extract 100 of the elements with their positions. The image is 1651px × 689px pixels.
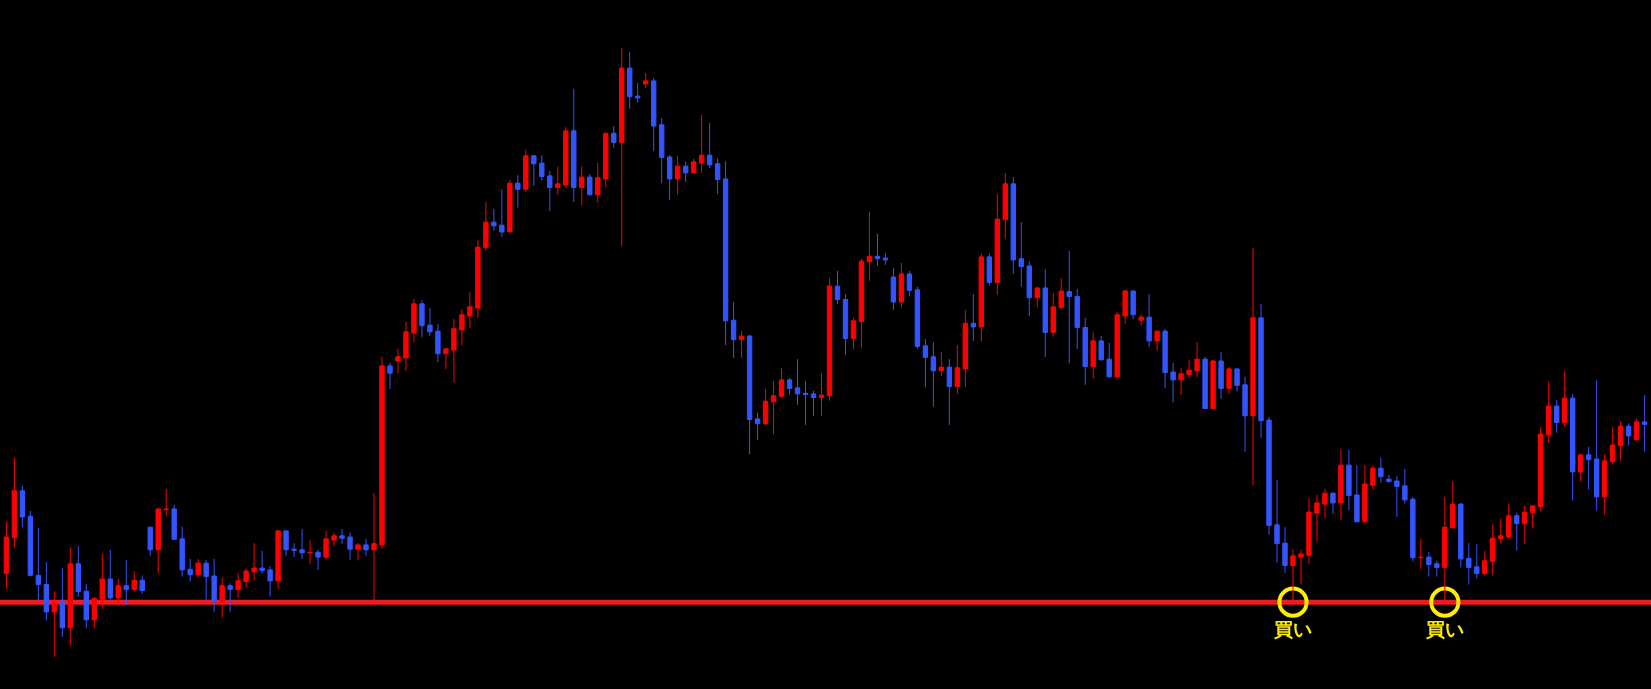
candlestick <box>1402 468 1408 505</box>
candlestick <box>35 527 42 601</box>
candlestick <box>1378 457 1384 484</box>
candlestick <box>99 552 105 610</box>
candlestick <box>1617 421 1624 462</box>
candlestick <box>547 170 553 212</box>
candlestick <box>531 154 537 187</box>
candlestick <box>395 348 401 374</box>
candlestick <box>1314 494 1320 542</box>
candlestick <box>1514 512 1520 551</box>
candlestick <box>235 572 241 599</box>
candlestick <box>1170 362 1176 403</box>
candlestick <box>419 299 425 338</box>
candlestick <box>1450 480 1456 529</box>
candlestick <box>611 125 617 149</box>
candlestick <box>698 114 705 173</box>
candlestick <box>299 528 305 560</box>
candlestick <box>251 542 257 581</box>
candlestick <box>243 568 249 589</box>
candlestick <box>107 549 113 601</box>
candlestick <box>850 317 857 350</box>
candlestick <box>970 293 977 342</box>
candlestick <box>555 166 561 196</box>
candlestick <box>387 362 393 390</box>
candlestick <box>1282 526 1288 574</box>
candlestick <box>954 344 961 395</box>
candlestick <box>1386 474 1392 484</box>
candlestick <box>1482 550 1488 576</box>
candlestick <box>131 570 137 592</box>
candlestick <box>1641 394 1648 453</box>
candlestick <box>1370 465 1376 491</box>
candlestick <box>187 558 193 582</box>
candlestick <box>1498 518 1504 544</box>
candlestick <box>666 154 673 201</box>
candlestick <box>1226 366 1232 395</box>
candlestick <box>203 559 209 601</box>
candlestick <box>291 542 297 558</box>
candlestick <box>1585 446 1592 490</box>
candlestick <box>635 82 641 104</box>
candlestick <box>1066 250 1072 364</box>
candlestick <box>1106 342 1112 378</box>
candlestick <box>1577 453 1584 483</box>
candlestick <box>714 157 721 195</box>
candlestick <box>1609 426 1616 466</box>
candlestick <box>1522 505 1528 545</box>
candlestick <box>1554 399 1560 434</box>
candlestick <box>1290 548 1296 603</box>
candlestick <box>730 301 737 359</box>
candlestick <box>339 528 345 545</box>
candlestick <box>1474 543 1480 579</box>
candlestick <box>1298 549 1304 585</box>
candlestick <box>1625 422 1632 447</box>
candlestick <box>834 270 841 305</box>
candlestick <box>682 160 689 183</box>
candlestick <box>331 532 337 547</box>
candlestick <box>355 542 361 561</box>
candlestick <box>51 590 58 658</box>
candlestick <box>363 538 369 557</box>
candlestick <box>115 578 121 607</box>
candlestick <box>818 372 825 417</box>
candlestick <box>1018 221 1024 288</box>
candlestick <box>922 338 929 388</box>
candlestick <box>579 165 585 206</box>
candlestick <box>1186 359 1192 380</box>
candlestick <box>754 412 761 441</box>
candlestick <box>123 559 129 607</box>
candlestick <box>1466 542 1472 585</box>
candlestick <box>674 155 681 196</box>
candlestick <box>1130 289 1136 320</box>
candlestick <box>147 526 153 557</box>
candlestick <box>930 341 937 408</box>
candlestick <box>1530 504 1536 529</box>
candlestick <box>1058 277 1064 311</box>
candlestick <box>1506 503 1512 540</box>
candlestick <box>1490 523 1496 576</box>
candlestick <box>267 565 273 598</box>
candlestick <box>1633 418 1640 442</box>
candlestick <box>1178 367 1184 396</box>
candlestick <box>1274 479 1280 564</box>
candlestick <box>1098 335 1104 361</box>
candlestick <box>738 330 745 359</box>
candlestick <box>467 291 473 329</box>
candlestick <box>1322 488 1328 519</box>
candlestick <box>515 174 521 209</box>
candlestick <box>1194 341 1200 378</box>
candlestick <box>371 492 377 603</box>
candlestick <box>906 270 913 297</box>
candlestick <box>770 380 777 435</box>
candlestick <box>491 208 497 232</box>
candlestick <box>283 529 289 557</box>
candlestick <box>347 532 353 561</box>
candlestick <box>227 582 233 613</box>
candlestick <box>802 380 809 426</box>
candlestick <box>810 390 817 417</box>
candlestick <box>1034 286 1040 308</box>
candlestick <box>139 574 145 595</box>
candlestick <box>1418 538 1424 570</box>
candlestick <box>163 488 169 517</box>
candlestick <box>762 388 769 426</box>
candlestick <box>595 162 601 204</box>
